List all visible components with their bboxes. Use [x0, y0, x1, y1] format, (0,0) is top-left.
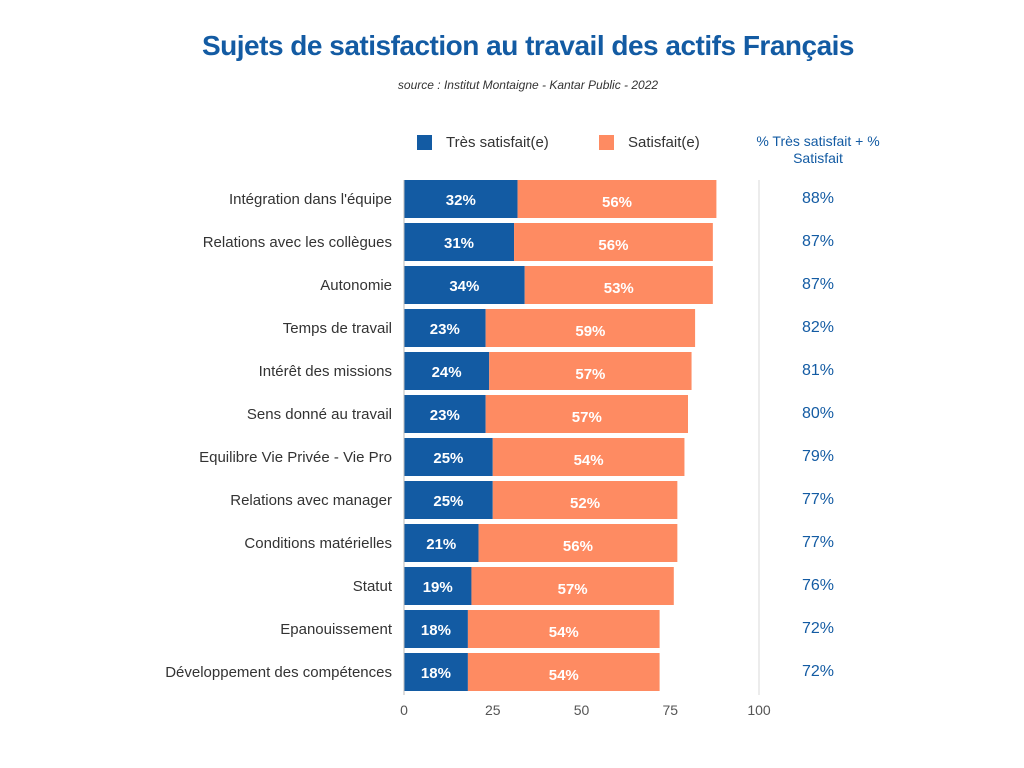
- bar-satisfait: [478, 524, 678, 562]
- bar-label-satisfait: 56%: [598, 237, 628, 254]
- total-value-label: 79%: [802, 448, 834, 465]
- total-value-label: 87%: [802, 233, 834, 250]
- bar-tres-satisfait: [404, 180, 518, 218]
- bar-label-tres-satisfait: 18%: [421, 665, 451, 682]
- category-label: Relations avec manager: [230, 492, 392, 509]
- bar-satisfait: [492, 481, 678, 519]
- bar-satisfait: [524, 266, 713, 304]
- bar-label-tres-satisfait: 25%: [433, 493, 463, 510]
- total-value-label: 82%: [802, 319, 834, 336]
- bar-satisfait: [471, 567, 674, 605]
- bar-label-satisfait: 53%: [604, 280, 634, 297]
- category-label: Epanouissement: [280, 621, 393, 638]
- chart-title: Sujets de satisfaction au travail des ac…: [202, 30, 855, 61]
- category-label: Intérêt des missions: [259, 363, 392, 380]
- category-label: Sens donné au travail: [247, 406, 392, 423]
- bar-satisfait: [485, 395, 688, 433]
- total-value-label: 76%: [802, 577, 834, 594]
- legend-label-tres-satisfait: Très satisfait(e): [446, 133, 549, 151]
- bar-label-tres-satisfait: 34%: [449, 278, 479, 295]
- bar-satisfait: [514, 223, 713, 261]
- total-value-label: 80%: [802, 405, 834, 422]
- bar-label-tres-satisfait: 24%: [432, 364, 462, 381]
- x-tick-label: 75: [662, 702, 678, 718]
- bar-label-satisfait: 56%: [602, 194, 632, 211]
- bar-tres-satisfait: [404, 653, 468, 691]
- bar-tres-satisfait: [404, 524, 479, 562]
- bar-label-tres-satisfait: 25%: [433, 450, 463, 467]
- bar-tres-satisfait: [404, 438, 493, 476]
- x-tick-label: 25: [485, 702, 501, 718]
- total-value-label: 88%: [802, 190, 834, 207]
- legend-swatch-tres-satisfait: [417, 134, 432, 150]
- bar-tres-satisfait: [404, 309, 486, 347]
- bar-tres-satisfait: [404, 395, 486, 433]
- category-label: Relations avec les collègues: [203, 234, 392, 251]
- bar-label-tres-satisfait: 19%: [423, 579, 453, 596]
- category-label: Conditions matérielles: [244, 535, 392, 552]
- legend-swatch-satisfait: [599, 134, 614, 150]
- bar-label-satisfait: 57%: [558, 581, 588, 598]
- bar-label-tres-satisfait: 31%: [444, 235, 474, 252]
- chart-subtitle: source : Institut Montaigne - Kantar Pub…: [397, 78, 659, 92]
- bar-tres-satisfait: [404, 481, 493, 519]
- bar-label-satisfait: 57%: [572, 409, 602, 426]
- bar-satisfait: [489, 352, 692, 390]
- bar-label-satisfait: 57%: [575, 366, 605, 383]
- category-label: Autonomie: [320, 277, 392, 294]
- total-value-label: 87%: [802, 276, 834, 293]
- legend-label-satisfait: Satisfait(e): [628, 133, 700, 151]
- bar-satisfait: [467, 610, 660, 648]
- bar-tres-satisfait: [404, 266, 525, 304]
- category-label: Développement des compétences: [165, 664, 392, 681]
- bar-label-tres-satisfait: 21%: [426, 536, 456, 553]
- bar-label-tres-satisfait: 18%: [421, 622, 451, 639]
- total-value-label: 72%: [802, 620, 834, 637]
- legend-item-tres-satisfait: Très satisfait(e): [417, 132, 549, 152]
- bar-label-satisfait: 56%: [563, 538, 593, 555]
- x-tick-label: 50: [574, 702, 590, 718]
- category-label: Temps de travail: [283, 320, 392, 337]
- bar-label-tres-satisfait: 32%: [446, 192, 476, 209]
- bar-label-tres-satisfait: 23%: [430, 407, 460, 424]
- bar-label-tres-satisfait: 23%: [430, 321, 460, 338]
- bar-tres-satisfait: [404, 567, 472, 605]
- bar-label-satisfait: 54%: [549, 624, 579, 641]
- bar-tres-satisfait: [404, 352, 490, 390]
- bar-satisfait: [467, 653, 660, 691]
- category-label: Equilibre Vie Privée - Vie Pro: [199, 449, 392, 466]
- bar-label-satisfait: 54%: [574, 452, 604, 469]
- total-value-label: 72%: [802, 663, 834, 680]
- bar-tres-satisfait: [404, 610, 468, 648]
- total-value-label: 77%: [802, 491, 834, 508]
- category-label: Intégration dans l'équipe: [229, 191, 392, 208]
- total-value-label: 77%: [802, 534, 834, 551]
- bar-satisfait: [517, 180, 717, 218]
- bar-label-satisfait: 52%: [570, 495, 600, 512]
- bar-label-satisfait: 54%: [549, 667, 579, 684]
- category-label: Statut: [353, 578, 393, 595]
- total-value-label: 81%: [802, 362, 834, 379]
- bar-satisfait: [485, 309, 696, 347]
- bar-tres-satisfait: [404, 223, 515, 261]
- x-tick-label: 0: [400, 702, 408, 718]
- bar-satisfait: [492, 438, 685, 476]
- total-column-header: % Très satisfait + % Satisfait: [756, 133, 880, 166]
- x-tick-label: 100: [747, 702, 771, 718]
- bar-label-satisfait: 59%: [575, 323, 605, 340]
- legend-item-satisfait: Satisfait(e): [599, 132, 700, 152]
